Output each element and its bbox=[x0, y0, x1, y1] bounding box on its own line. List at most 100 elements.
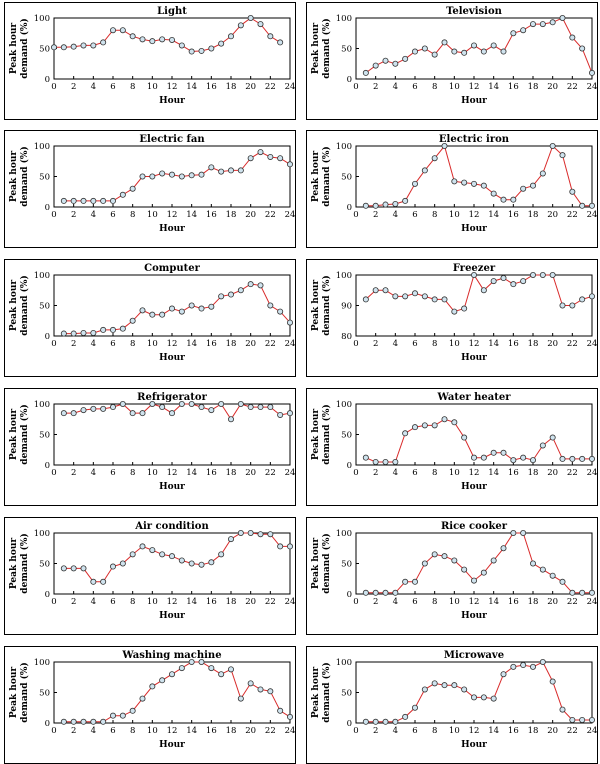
x-tick-label: 20 bbox=[245, 339, 256, 349]
data-point bbox=[286, 319, 293, 326]
x-tick-label: 14 bbox=[186, 210, 197, 220]
data-point bbox=[461, 305, 468, 312]
data-point bbox=[451, 557, 458, 564]
data-point bbox=[451, 682, 458, 689]
x-tick-label: 16 bbox=[206, 468, 217, 478]
x-tick-label: 2 bbox=[373, 468, 378, 478]
y-tick-label: 0 bbox=[45, 203, 50, 213]
data-point bbox=[277, 39, 284, 46]
x-tick-label: 0 bbox=[51, 210, 56, 220]
x-tick-label: 16 bbox=[206, 210, 217, 220]
data-point bbox=[402, 197, 409, 204]
chart-panel-11: Washing machine 0 2 4 6 8 10 12 14 16 18 20 22 24 0 50 1… bbox=[4, 646, 296, 764]
data-point bbox=[372, 718, 379, 725]
y-tick-label: 50 bbox=[341, 45, 352, 55]
data-point bbox=[461, 49, 468, 56]
data-point bbox=[579, 45, 586, 52]
data-point bbox=[510, 663, 517, 670]
data-point bbox=[80, 42, 87, 49]
data-point bbox=[431, 680, 438, 687]
data-point bbox=[579, 455, 586, 462]
x-tick-label: 24 bbox=[285, 82, 296, 92]
data-point bbox=[549, 19, 556, 26]
x-tick-label: 18 bbox=[528, 726, 539, 736]
data-point bbox=[559, 706, 566, 713]
data-point bbox=[247, 404, 254, 411]
x-tick-label: 8 bbox=[130, 82, 135, 92]
data-point bbox=[70, 43, 77, 50]
x-tick-label: 24 bbox=[587, 597, 598, 607]
y-tick-label: 100 bbox=[34, 658, 50, 668]
data-point bbox=[237, 167, 244, 174]
x-tick-label: 2 bbox=[71, 82, 76, 92]
series-line bbox=[63, 532, 290, 583]
x-tick-label: 20 bbox=[245, 468, 256, 478]
x-tick-label: 22 bbox=[265, 82, 276, 92]
data-point bbox=[569, 188, 576, 195]
x-tick-label: 2 bbox=[71, 210, 76, 220]
data-point bbox=[431, 422, 438, 429]
x-tick-label: 10 bbox=[147, 339, 158, 349]
data-point bbox=[277, 308, 284, 315]
y-tick-label: 80 bbox=[341, 332, 352, 342]
y-axis-label-line: Peak hour bbox=[311, 667, 321, 719]
data-point bbox=[159, 551, 166, 558]
data-point bbox=[208, 407, 215, 414]
x-tick-label: 14 bbox=[488, 468, 499, 478]
data-point bbox=[110, 563, 117, 570]
data-point bbox=[549, 142, 556, 149]
x-tick-label: 20 bbox=[547, 210, 558, 220]
x-tick-label: 6 bbox=[412, 339, 417, 349]
data-point bbox=[178, 42, 185, 49]
data-point bbox=[500, 48, 507, 55]
y-axis-label-line: demand (%) bbox=[19, 533, 30, 593]
data-point bbox=[431, 296, 438, 303]
data-point bbox=[178, 665, 185, 672]
series-line bbox=[365, 144, 592, 207]
data-point bbox=[480, 569, 487, 576]
x-tick-label: 20 bbox=[245, 210, 256, 220]
data-point bbox=[412, 578, 419, 585]
data-point bbox=[80, 197, 87, 204]
x-tick-label: 0 bbox=[353, 597, 358, 607]
data-point bbox=[70, 197, 77, 204]
data-point bbox=[139, 695, 146, 702]
data-point bbox=[198, 47, 205, 54]
data-point bbox=[490, 190, 497, 197]
x-tick-label: 12 bbox=[167, 82, 178, 92]
data-point bbox=[392, 589, 399, 596]
data-point bbox=[237, 287, 244, 294]
data-point bbox=[208, 45, 215, 52]
y-tick-label: 0 bbox=[45, 75, 50, 85]
x-tick-label: 4 bbox=[91, 597, 96, 607]
panel-frame bbox=[306, 388, 598, 506]
data-point bbox=[362, 589, 369, 596]
data-point bbox=[60, 197, 67, 204]
x-tick-label: 8 bbox=[130, 468, 135, 478]
y-tick-label: 100 bbox=[336, 14, 352, 24]
data-point bbox=[257, 404, 264, 411]
y-tick-label: 0 bbox=[45, 590, 50, 600]
data-point bbox=[529, 560, 536, 567]
y-tick-label: 100 bbox=[336, 529, 352, 539]
x-tick-label: 22 bbox=[567, 726, 578, 736]
data-point bbox=[218, 293, 225, 300]
x-tick-label: 0 bbox=[353, 339, 358, 349]
data-point bbox=[559, 14, 566, 21]
data-point bbox=[198, 561, 205, 568]
data-point bbox=[208, 303, 215, 310]
y-axis-label-line: demand (%) bbox=[19, 146, 30, 206]
x-tick-label: 8 bbox=[432, 82, 437, 92]
data-point bbox=[362, 296, 369, 303]
chart-panel-2: Television 0 2 4 6 8 10 12 14 16 18 20 22 24 0 50 100 Hou… bbox=[306, 2, 598, 120]
data-point bbox=[110, 326, 117, 333]
data-point bbox=[441, 682, 448, 689]
x-axis-label: Hour bbox=[461, 224, 487, 234]
y-tick-label: 100 bbox=[336, 400, 352, 410]
data-point bbox=[588, 69, 595, 76]
y-axis-label-line: Peak hour bbox=[9, 151, 19, 203]
data-point bbox=[208, 665, 215, 672]
data-point bbox=[392, 200, 399, 207]
